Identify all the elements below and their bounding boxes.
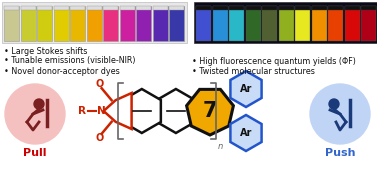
Bar: [295, 6, 310, 41]
Bar: [70, 6, 85, 10]
Bar: [70, 6, 85, 41]
Bar: [136, 6, 151, 10]
Bar: [153, 6, 167, 41]
Bar: [245, 6, 261, 10]
Bar: [279, 6, 294, 10]
Bar: [54, 6, 69, 41]
Polygon shape: [157, 89, 195, 133]
Text: • Novel donor-acceptor dyes: • Novel donor-acceptor dyes: [4, 67, 120, 75]
Text: O: O: [95, 133, 104, 143]
Bar: [262, 6, 277, 10]
Bar: [169, 6, 184, 41]
Bar: [361, 6, 376, 10]
Text: Ar: Ar: [240, 84, 252, 94]
Bar: [311, 6, 326, 10]
Text: 7: 7: [203, 101, 217, 121]
Polygon shape: [123, 89, 161, 133]
Text: N: N: [97, 106, 106, 116]
Bar: [86, 6, 101, 10]
Text: • Twisted molecular structures: • Twisted molecular structures: [192, 67, 315, 75]
Text: • High fluorescence quantum yields (ΦF): • High fluorescence quantum yields (ΦF): [192, 57, 356, 66]
Bar: [345, 6, 360, 10]
Bar: [194, 2, 377, 43]
Bar: [103, 6, 118, 10]
Circle shape: [5, 84, 65, 144]
Text: Push: Push: [325, 148, 355, 158]
Bar: [136, 6, 151, 41]
Bar: [86, 6, 101, 41]
Circle shape: [310, 84, 370, 144]
Polygon shape: [104, 93, 132, 129]
Text: • Large Stokes shifts: • Large Stokes shifts: [4, 46, 87, 56]
Bar: [37, 6, 52, 41]
Bar: [37, 6, 52, 10]
Bar: [245, 6, 261, 41]
Bar: [196, 6, 211, 10]
Bar: [229, 6, 244, 41]
Bar: [262, 6, 277, 41]
Bar: [4, 6, 19, 41]
Bar: [311, 6, 326, 41]
Bar: [120, 6, 135, 10]
Text: Ar: Ar: [240, 128, 252, 138]
Bar: [153, 6, 167, 10]
Bar: [20, 6, 35, 10]
Polygon shape: [230, 71, 262, 107]
Bar: [120, 6, 135, 41]
Polygon shape: [187, 89, 233, 135]
Bar: [328, 6, 343, 10]
Bar: [345, 6, 360, 41]
Bar: [361, 6, 376, 41]
Bar: [213, 6, 227, 10]
Circle shape: [329, 99, 339, 109]
Bar: [229, 6, 244, 10]
Circle shape: [34, 99, 44, 109]
Text: O: O: [95, 79, 104, 89]
Text: n: n: [218, 142, 223, 151]
Bar: [54, 6, 69, 10]
Bar: [196, 6, 211, 41]
Bar: [213, 6, 227, 41]
Bar: [279, 6, 294, 41]
Polygon shape: [230, 115, 262, 151]
Bar: [103, 6, 118, 41]
Text: Pull: Pull: [23, 148, 47, 158]
Bar: [328, 6, 343, 41]
Bar: [169, 6, 184, 10]
Bar: [2, 2, 187, 43]
Bar: [295, 6, 310, 10]
Bar: [4, 6, 19, 10]
Bar: [20, 6, 35, 41]
Text: R: R: [78, 106, 86, 116]
Text: • Tunable emissions (visible-NIR): • Tunable emissions (visible-NIR): [4, 57, 135, 66]
